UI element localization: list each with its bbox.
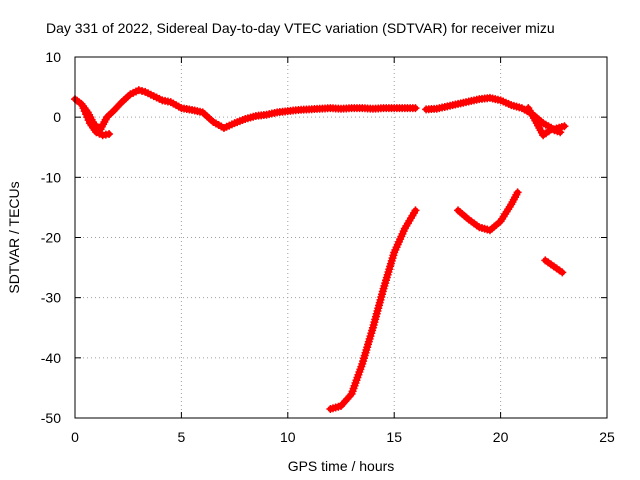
series-markers [524, 104, 565, 140]
series-late-band [422, 93, 569, 134]
y-tick-label: 10 [45, 49, 61, 65]
series-markers [71, 86, 420, 134]
series-markers [326, 206, 420, 413]
x-tick-label: 5 [178, 429, 186, 445]
y-tick-label: -20 [41, 230, 61, 246]
x-tick-label: 15 [386, 429, 402, 445]
grid-lines [75, 57, 607, 418]
series-late-band-lower-edge [524, 104, 565, 140]
y-tick-label: 0 [53, 109, 61, 125]
data-series [71, 86, 569, 413]
axis-ticks: 0 5 10 15 20 25 10 0 -10 -20 -30 -40 -50 [41, 49, 615, 445]
y-tick-label: -30 [41, 290, 61, 306]
series-descending-arc [326, 206, 420, 413]
y-tick-label: -50 [41, 410, 61, 426]
y-tick-label: -40 [41, 350, 61, 366]
x-tick-label: 10 [280, 429, 296, 445]
series-main-band-lower-edge [79, 104, 114, 140]
x-tick-label: 0 [71, 429, 79, 445]
x-tick-label: 20 [493, 429, 509, 445]
series-markers [541, 256, 567, 277]
chart-title: Day 331 of 2022, Sidereal Day-to-day VTE… [46, 20, 555, 36]
series-markers [79, 104, 114, 140]
series-markers [422, 93, 569, 134]
series-markers [454, 188, 522, 235]
series-short-segment [541, 256, 567, 277]
y-tick-label: -10 [41, 169, 61, 185]
x-axis-label: GPS time / hours [288, 458, 395, 474]
series-v-arc [454, 188, 522, 235]
series-line [327, 207, 419, 412]
x-tick-label: 25 [599, 429, 615, 445]
series-main-band [71, 86, 420, 134]
y-axis-label: SDTVAR / TECUs [6, 181, 22, 293]
